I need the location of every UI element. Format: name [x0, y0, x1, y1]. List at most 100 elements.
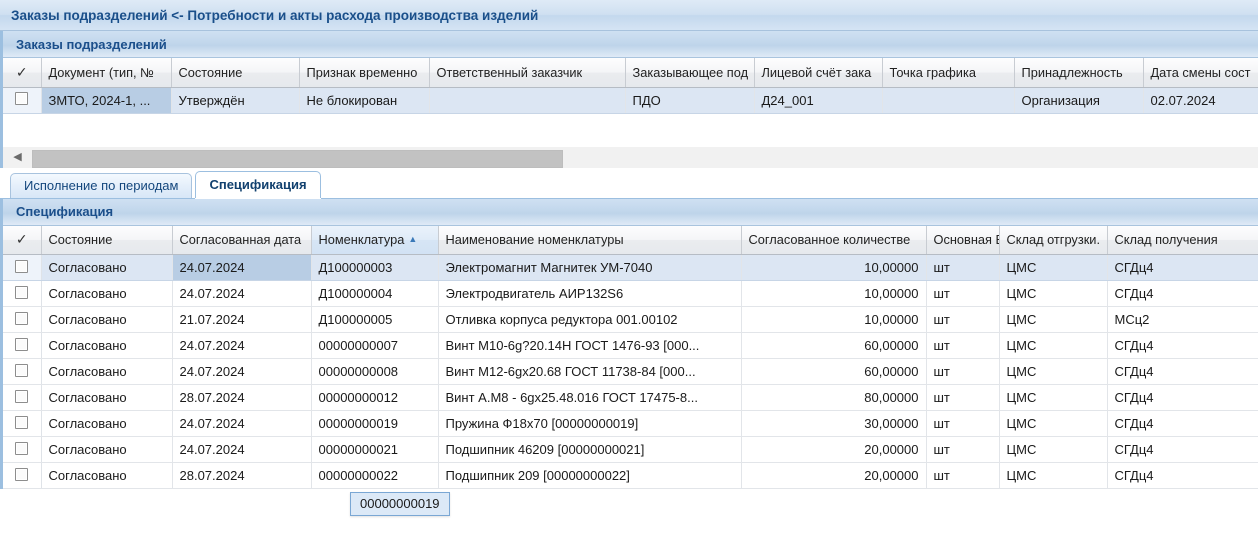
table-row[interactable]: Согласовано 24.07.2024 Д100000004 Электродв…	[3, 280, 1258, 307]
table-row[interactable]: Согласовано 24.07.2024 00000000021 Подшипни…	[3, 436, 1258, 463]
spec-cell-base-unit[interactable]: шт	[926, 332, 1000, 359]
checkbox-icon[interactable]	[15, 285, 29, 299]
spec-select-all-header[interactable]: ✓	[3, 225, 42, 255]
spec-col-shipping-warehouse[interactable]: Склад отгрузки.	[999, 225, 1108, 255]
spec-cell-agreed-date[interactable]: 28.07.2024	[172, 462, 312, 489]
table-row[interactable]: Согласовано 21.07.2024 Д100000005 Отливка к…	[3, 306, 1258, 333]
spec-row-checkbox-cell[interactable]	[3, 280, 42, 307]
spec-cell-receiving-warehouse[interactable]: СГДц4	[1107, 358, 1258, 385]
spec-cell-shipping-warehouse[interactable]: ЦМС	[999, 410, 1108, 437]
orders-col-state[interactable]: Состояние	[171, 58, 300, 88]
spec-cell-agreed-quantity[interactable]: 10,00000	[741, 280, 927, 307]
spec-cell-receiving-warehouse[interactable]: СГДц4	[1107, 332, 1258, 359]
spec-cell-shipping-warehouse[interactable]: ЦМС	[999, 280, 1108, 307]
spec-cell-nomenclature[interactable]: 00000000012	[311, 384, 439, 411]
spec-cell-state[interactable]: Согласовано	[41, 254, 173, 281]
orders-col-ordering-unit[interactable]: Заказывающее под	[625, 58, 755, 88]
spec-cell-base-unit[interactable]: шт	[926, 462, 1000, 489]
spec-cell-agreed-quantity[interactable]: 30,00000	[741, 410, 927, 437]
spec-cell-state[interactable]: Согласовано	[41, 384, 173, 411]
spec-cell-shipping-warehouse[interactable]: ЦМС	[999, 332, 1108, 359]
spec-row-checkbox-cell[interactable]	[3, 410, 42, 437]
orders-cell-belonging[interactable]: Организация	[1014, 87, 1144, 114]
table-row[interactable]: Согласовано 24.07.2024 00000000007 Винт М10…	[3, 332, 1258, 359]
spec-row-checkbox-cell[interactable]	[3, 306, 42, 333]
checkbox-icon[interactable]	[15, 311, 29, 325]
spec-cell-nomenclature-name[interactable]: Винт М10-6g?20.14Н ГОСТ 1476-93 [000...	[438, 332, 742, 359]
spec-cell-nomenclature-name[interactable]: Винт М12-6gx20.68 ГОСТ 11738-84 [000...	[438, 358, 742, 385]
spec-cell-agreed-quantity[interactable]: 20,00000	[741, 462, 927, 489]
spec-cell-state[interactable]: Согласовано	[41, 462, 173, 489]
orders-cell-responsible-customer[interactable]	[429, 87, 626, 114]
spec-cell-agreed-date[interactable]: 24.07.2024	[172, 332, 312, 359]
spec-cell-state[interactable]: Согласовано	[41, 358, 173, 385]
table-row[interactable]: ЗМТО, 2024-1, ... Утверждён Не блокирова…	[3, 87, 1258, 114]
spec-cell-agreed-date[interactable]: 24.07.2024	[172, 358, 312, 385]
table-row[interactable]: Согласовано 28.07.2024 00000000012 Винт А.М…	[3, 384, 1258, 411]
spec-cell-receiving-warehouse[interactable]: СГДц4	[1107, 280, 1258, 307]
spec-col-receiving-warehouse[interactable]: Склад получения	[1107, 225, 1258, 255]
spec-cell-state[interactable]: Согласовано	[41, 306, 173, 333]
spec-cell-nomenclature-name[interactable]: Электродвигатель АИР132S6	[438, 280, 742, 307]
table-row[interactable]: Согласовано 24.07.2024 Д100000003 Электрома…	[3, 254, 1258, 281]
spec-cell-shipping-warehouse[interactable]: ЦМС	[999, 358, 1108, 385]
tab-specification[interactable]: Спецификация	[195, 170, 321, 198]
spec-cell-shipping-warehouse[interactable]: ЦМС	[999, 462, 1108, 489]
spec-cell-base-unit[interactable]: шт	[926, 384, 1000, 411]
spec-cell-shipping-warehouse[interactable]: ЦМС	[999, 436, 1108, 463]
orders-col-responsible-customer[interactable]: Ответственный заказчик	[429, 58, 626, 88]
spec-row-checkbox-cell[interactable]	[3, 332, 42, 359]
spec-cell-receiving-warehouse[interactable]: СГДц4	[1107, 436, 1258, 463]
spec-cell-nomenclature-name[interactable]: Подшипник 46209 [00000000021]	[438, 436, 742, 463]
orders-cell-state-change-date[interactable]: 02.07.2024	[1143, 87, 1258, 114]
spec-cell-state[interactable]: Согласовано	[41, 280, 173, 307]
orders-col-document[interactable]: Документ (тип, №	[41, 58, 172, 88]
orders-cell-document[interactable]: ЗМТО, 2024-1, ...	[41, 87, 172, 114]
spec-cell-base-unit[interactable]: шт	[926, 254, 1000, 281]
spec-cell-state[interactable]: Согласовано	[41, 436, 173, 463]
spec-cell-state[interactable]: Согласовано	[41, 410, 173, 437]
spec-col-agreed-date[interactable]: Согласованная дата	[172, 225, 312, 255]
spec-cell-receiving-warehouse[interactable]: СГДц4	[1107, 384, 1258, 411]
orders-col-schedule-point[interactable]: Точка графика	[882, 58, 1015, 88]
checkbox-icon[interactable]	[15, 389, 29, 403]
spec-cell-base-unit[interactable]: шт	[926, 280, 1000, 307]
orders-row-checkbox-cell[interactable]	[3, 87, 42, 114]
spec-cell-agreed-quantity[interactable]: 60,00000	[741, 358, 927, 385]
spec-cell-nomenclature-name[interactable]: Пружина Ф18х70 [00000000019]	[438, 410, 742, 437]
spec-cell-shipping-warehouse[interactable]: ЦМС	[999, 254, 1108, 281]
checkbox-icon[interactable]	[15, 415, 29, 429]
checkbox-icon[interactable]	[15, 337, 29, 351]
spec-cell-shipping-warehouse[interactable]: ЦМС	[999, 306, 1108, 333]
spec-col-agreed-quantity[interactable]: Согласованное количестве	[741, 225, 927, 255]
scroll-left-icon[interactable]: ◀	[13, 150, 22, 163]
spec-cell-nomenclature[interactable]: 00000000007	[311, 332, 439, 359]
spec-cell-agreed-quantity[interactable]: 10,00000	[741, 254, 927, 281]
orders-cell-ordering-unit[interactable]: ПДО	[625, 87, 755, 114]
spec-cell-agreed-date[interactable]: 24.07.2024	[172, 280, 312, 307]
spec-row-checkbox-cell[interactable]	[3, 384, 42, 411]
spec-cell-nomenclature[interactable]: 00000000008	[311, 358, 439, 385]
orders-horizontal-scrollbar[interactable]: ◀	[3, 145, 1258, 168]
tab-execution-by-periods[interactable]: Исполнение по периодам	[10, 172, 193, 198]
spec-cell-base-unit[interactable]: шт	[926, 436, 1000, 463]
checkbox-icon[interactable]	[15, 363, 29, 377]
spec-cell-agreed-date[interactable]: 24.07.2024	[172, 410, 312, 437]
table-row[interactable]: Согласовано 24.07.2024 00000000008 Винт М12…	[3, 358, 1258, 385]
spec-cell-agreed-quantity[interactable]: 20,00000	[741, 436, 927, 463]
spec-cell-nomenclature[interactable]: 00000000021	[311, 436, 439, 463]
spec-cell-base-unit[interactable]: шт	[926, 410, 1000, 437]
spec-col-base-unit[interactable]: Основная ЕИ	[926, 225, 1000, 255]
checkbox-icon[interactable]	[15, 92, 29, 105]
spec-row-checkbox-cell[interactable]	[3, 358, 42, 385]
spec-cell-agreed-date[interactable]: 24.07.2024	[172, 254, 312, 281]
table-row[interactable]: Согласовано 28.07.2024 00000000022 Подшипни…	[3, 462, 1258, 489]
spec-cell-nomenclature[interactable]: Д100000003	[311, 254, 439, 281]
orders-cell-personal-account[interactable]: Д24_001	[754, 87, 883, 114]
spec-cell-nomenclature-name[interactable]: Отливка корпуса редуктора 001.00102	[438, 306, 742, 333]
orders-col-personal-account[interactable]: Лицевой счёт зака	[754, 58, 883, 88]
orders-cell-state[interactable]: Утверждён	[171, 87, 300, 114]
spec-col-nomenclature[interactable]: Номенклатура ▲	[311, 225, 439, 255]
spec-row-checkbox-cell[interactable]	[3, 254, 42, 281]
checkbox-icon[interactable]	[15, 441, 29, 455]
